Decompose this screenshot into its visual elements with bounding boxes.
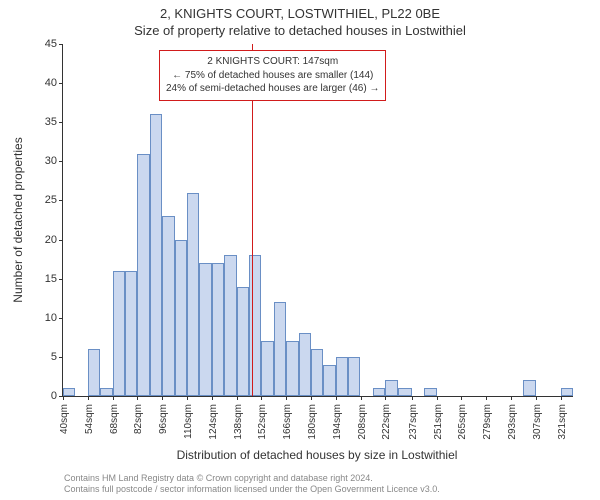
histogram-bar: [323, 365, 335, 396]
x-tick-mark: [137, 396, 138, 400]
histogram-bar: [212, 263, 224, 396]
histogram-bar: [274, 302, 286, 396]
histogram-bar: [237, 287, 249, 397]
x-tick-label: 68sqm: [109, 404, 120, 434]
x-tick-label: 222sqm: [381, 404, 392, 440]
title-line-1: 2, KNIGHTS COURT, LOSTWITHIEL, PL22 0BE: [0, 6, 600, 23]
histogram-bar: [373, 388, 385, 396]
histogram-bar: [286, 341, 298, 396]
annotation-callout: 2 KNIGHTS COURT: 147sqm← 75% of detached…: [159, 50, 386, 101]
histogram-bar: [125, 271, 137, 396]
x-tick-mark: [187, 396, 188, 400]
plot-area: 2 KNIGHTS COURT: 147sqm← 75% of detached…: [62, 44, 573, 397]
annotation-line-2: ← 75% of detached houses are smaller (14…: [166, 69, 379, 83]
x-tick-label: 279sqm: [482, 404, 493, 440]
x-tick-label: 194sqm: [332, 404, 343, 440]
x-tick-label: 166sqm: [282, 404, 293, 440]
x-tick-label: 96sqm: [158, 404, 169, 434]
x-tick-mark: [437, 396, 438, 400]
y-tick-label: 45: [45, 38, 63, 50]
histogram-bar: [424, 388, 436, 396]
x-tick-mark: [286, 396, 287, 400]
x-tick-mark: [561, 396, 562, 400]
x-tick-label: 40sqm: [59, 404, 70, 434]
x-tick-label: 124sqm: [208, 404, 219, 440]
histogram-bar: [385, 380, 397, 396]
histogram-bar: [561, 388, 573, 396]
histogram-bar: [261, 341, 273, 396]
y-axis-label: Number of detached properties: [11, 137, 25, 302]
y-tick-label: 5: [51, 351, 63, 363]
attribution-line-1: Contains HM Land Registry data © Crown c…: [64, 473, 440, 485]
histogram-bar: [224, 255, 236, 396]
x-tick-label: 54sqm: [84, 404, 95, 434]
histogram-bar: [348, 357, 360, 396]
histogram-bar: [63, 388, 75, 396]
x-tick-label: 208sqm: [357, 404, 368, 440]
histogram-bar: [523, 380, 535, 396]
x-tick-mark: [361, 396, 362, 400]
y-tick-label: 15: [45, 273, 63, 285]
histogram-bar: [336, 357, 348, 396]
x-tick-mark: [412, 396, 413, 400]
histogram-bar: [311, 349, 323, 396]
histogram-bar: [113, 271, 125, 396]
x-tick-label: 321sqm: [557, 404, 568, 440]
x-tick-label: 152sqm: [257, 404, 268, 440]
x-tick-label: 265sqm: [457, 404, 468, 440]
x-tick-mark: [162, 396, 163, 400]
histogram-bar: [162, 216, 174, 396]
x-tick-mark: [212, 396, 213, 400]
histogram-bar: [150, 114, 162, 396]
x-tick-label: 251sqm: [433, 404, 444, 440]
x-tick-mark: [237, 396, 238, 400]
histogram-bar: [299, 333, 311, 396]
y-tick-label: 40: [45, 77, 63, 89]
y-tick-label: 10: [45, 312, 63, 324]
y-tick-label: 0: [51, 390, 63, 402]
chart-title: 2, KNIGHTS COURT, LOSTWITHIEL, PL22 0BE …: [0, 0, 600, 40]
histogram-bar: [398, 388, 412, 396]
x-tick-label: 293sqm: [507, 404, 518, 440]
histogram-bar: [199, 263, 211, 396]
histogram-bar: [88, 349, 100, 396]
annotation-line-1: 2 KNIGHTS COURT: 147sqm: [166, 55, 379, 69]
x-axis-label: Distribution of detached houses by size …: [177, 448, 458, 462]
x-tick-mark: [461, 396, 462, 400]
title-line-2: Size of property relative to detached ho…: [0, 23, 600, 40]
y-tick-label: 20: [45, 234, 63, 246]
histogram-bar: [100, 388, 112, 396]
x-tick-mark: [536, 396, 537, 400]
x-tick-label: 82sqm: [133, 404, 144, 434]
x-tick-mark: [486, 396, 487, 400]
histogram-bar: [175, 240, 187, 396]
x-tick-label: 307sqm: [532, 404, 543, 440]
histogram-bar: [137, 154, 149, 396]
annotation-line-3: 24% of semi-detached houses are larger (…: [166, 82, 379, 96]
x-tick-mark: [311, 396, 312, 400]
x-tick-mark: [385, 396, 386, 400]
attribution-line-2: Contains full postcode / sector informat…: [64, 484, 440, 496]
histogram-bar: [187, 193, 199, 396]
property-size-histogram: 2, KNIGHTS COURT, LOSTWITHIEL, PL22 0BE …: [0, 0, 600, 500]
x-tick-mark: [63, 396, 64, 400]
x-tick-label: 180sqm: [307, 404, 318, 440]
x-tick-mark: [113, 396, 114, 400]
x-tick-label: 237sqm: [408, 404, 419, 440]
x-tick-mark: [511, 396, 512, 400]
x-tick-mark: [336, 396, 337, 400]
attribution-text: Contains HM Land Registry data © Crown c…: [64, 473, 440, 496]
x-tick-label: 110sqm: [183, 404, 194, 439]
y-tick-label: 30: [45, 155, 63, 167]
y-tick-label: 35: [45, 116, 63, 128]
x-tick-mark: [261, 396, 262, 400]
y-tick-label: 25: [45, 194, 63, 206]
x-tick-label: 138sqm: [233, 404, 244, 440]
x-tick-mark: [88, 396, 89, 400]
